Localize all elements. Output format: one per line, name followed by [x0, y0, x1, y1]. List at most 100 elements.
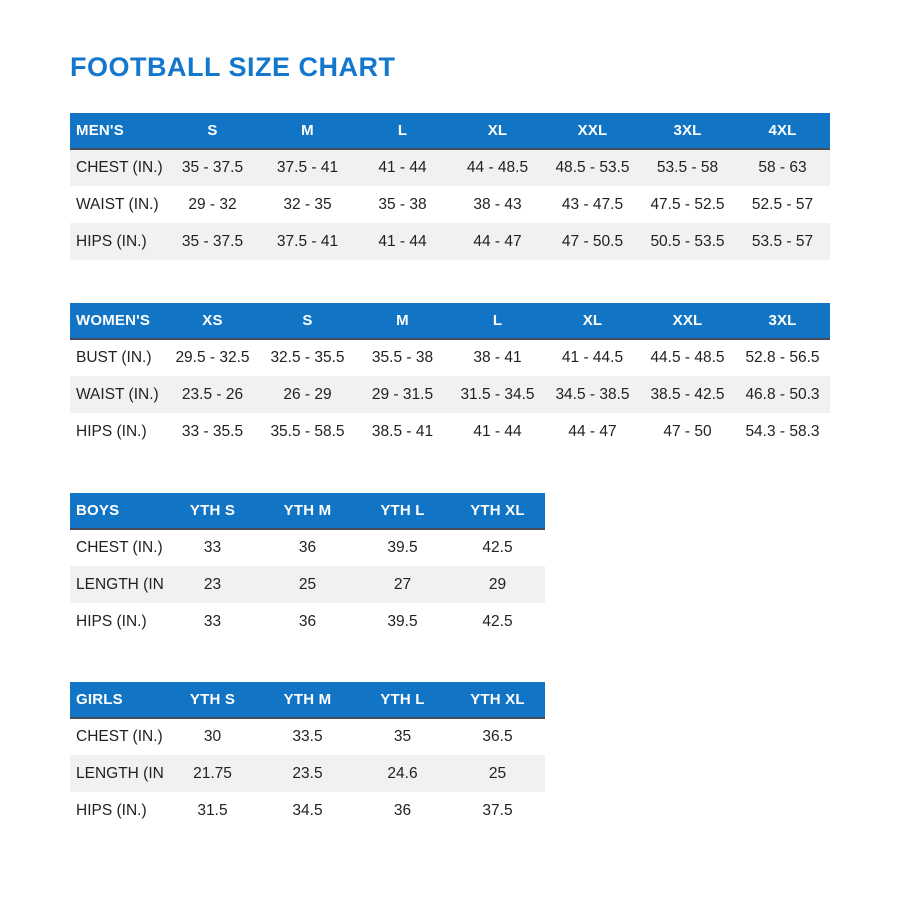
cell-value: 29 - 31.5 — [371, 385, 434, 403]
cell-value: 38 - 41 — [473, 349, 522, 366]
cell-value: 43 - 47.5 — [561, 195, 624, 213]
column-header: YTH S — [189, 502, 236, 519]
size-table-section-boys: BOYS YTH S YTH M YTH L YTH XL CHEST (IN.) 33 36… — [70, 493, 545, 640]
column-header: 4XL — [768, 122, 797, 139]
cell-value: 33 — [203, 539, 222, 556]
header-row: MEN'S S M L XL XXL 3XL 4XL — [70, 113, 830, 149]
cell-value: 35 — [393, 728, 412, 745]
table-row: HIPS (IN.) 33 36 39.5 42.5 — [70, 603, 545, 640]
row-label: HIPS (IN.) — [76, 422, 147, 440]
row-label: HIPS (IN.) — [76, 232, 147, 250]
cell-value: 52.8 - 56.5 — [745, 349, 820, 366]
row-label: CHEST (IN.) — [76, 539, 163, 556]
cell-value: 29 — [488, 575, 507, 593]
cell-value: 53.5 - 57 — [751, 232, 814, 250]
table-row: WAIST (IN.) 23.5 - 26 26 - 29 29 - 31.5 31.5… — [70, 376, 830, 413]
header-row: WOMEN'S XS S M L XL XXL 3XL — [70, 303, 830, 339]
cell-value: 48.5 - 53.5 — [555, 159, 630, 176]
row-label: LENGTH (IN.) — [76, 575, 165, 593]
cell-value: 23 — [203, 575, 222, 593]
column-header: YTH M — [283, 502, 332, 519]
table-row: WAIST (IN.) 29 - 32 32 - 35 35 - 38 38 - 43 4… — [70, 186, 830, 223]
table-row: BUST (IN.) 29.5 - 32.5 32.5 - 35.5 35.5 - 3… — [70, 339, 830, 376]
cell-value: 33 - 35.5 — [181, 422, 244, 440]
cell-value: 33 — [203, 612, 222, 630]
column-header: XL — [582, 312, 603, 329]
cell-value: 41 - 44 — [378, 159, 427, 176]
size-table-section-girls: GIRLS YTH S YTH M YTH L YTH XL CHEST (IN.) 30 3… — [70, 682, 545, 829]
cell-value: 36 — [393, 801, 412, 819]
column-header: XXL — [577, 122, 608, 139]
column-header: YTH XL — [470, 691, 525, 708]
cell-value: 33.5 — [292, 728, 323, 745]
cell-value: 32 - 35 — [283, 195, 332, 213]
cell-value: 30 — [203, 728, 222, 745]
column-header: YTH L — [380, 502, 425, 519]
cell-value: 35.5 - 58.5 — [270, 422, 345, 440]
cell-value: 58 - 63 — [758, 159, 807, 176]
cell-value: 34.5 - 38.5 — [555, 385, 630, 403]
column-header: L — [397, 122, 408, 139]
column-header: M — [301, 122, 314, 139]
cell-value: 26 - 29 — [283, 385, 332, 403]
cell-value: 47 - 50 — [663, 422, 712, 440]
row-label: CHEST (IN.) — [76, 159, 163, 176]
table-row: LENGTH (IN.) 23 25 27 29 — [70, 566, 545, 603]
cell-value: 50.5 - 53.5 — [650, 232, 725, 250]
table-row: HIPS (IN.) 33 - 35.5 35.5 - 58.5 38.5 - 41 4… — [70, 413, 830, 450]
cell-value: 37.5 — [482, 801, 513, 819]
cell-value: 39.5 — [387, 539, 418, 556]
column-header: XL — [487, 122, 508, 139]
cell-value: 44 - 48.5 — [466, 159, 529, 176]
column-header: L — [492, 312, 503, 329]
cell-value: 35.5 - 38 — [371, 349, 434, 366]
cell-value: 24.6 — [387, 764, 418, 782]
size-table-section-womens: WOMEN'S XS S M L XL XXL 3XL BUST (IN.) 29.5 - 32.… — [70, 303, 830, 450]
cell-value: 52.5 - 57 — [751, 195, 814, 213]
cell-value: 38 - 43 — [473, 195, 522, 213]
table-row: HIPS (IN.) 35 - 37.5 37.5 - 41 41 - 44 44 - … — [70, 223, 830, 260]
cell-value: 44 - 47 — [473, 232, 522, 250]
cell-value: 39.5 — [387, 612, 418, 630]
cell-value: 35 - 38 — [378, 195, 427, 213]
row-label: HIPS (IN.) — [76, 801, 147, 819]
column-header: 3XL — [768, 312, 797, 329]
table-row: CHEST (IN.) 30 33.5 35 36.5 — [70, 718, 545, 755]
cell-value: 25 — [488, 764, 507, 782]
row-label: WAIST (IN.) — [76, 385, 159, 403]
page-title: FOOTBALL SIZE CHART — [70, 52, 396, 82]
cell-value: 31.5 - 34.5 — [460, 385, 535, 403]
size-table-womens: WOMEN'S XS S M L XL XXL 3XL BUST (IN.) 29.5 - 32.… — [70, 303, 830, 450]
cell-value: 44.5 - 48.5 — [650, 349, 725, 366]
cell-value: 36 — [298, 539, 317, 556]
column-header: S — [302, 312, 313, 329]
cell-value: 35 - 37.5 — [181, 159, 244, 176]
column-header: YTH M — [283, 691, 332, 708]
column-header: YTH S — [189, 691, 236, 708]
header-row: BOYS YTH S YTH M YTH L YTH XL — [70, 493, 545, 529]
cell-value: 36.5 — [482, 728, 513, 745]
row-label: LENGTH (IN.) — [76, 764, 165, 782]
cell-value: 37.5 - 41 — [276, 232, 339, 250]
size-table-girls: GIRLS YTH S YTH M YTH L YTH XL CHEST (IN.) 30 3… — [70, 682, 545, 829]
table-group-label: WOMEN'S — [76, 312, 151, 329]
cell-value: 54.3 - 58.3 — [745, 422, 820, 440]
cell-value: 44 - 47 — [568, 422, 617, 440]
header-row: GIRLS YTH S YTH M YTH L YTH XL — [70, 682, 545, 718]
cell-value: 29 - 32 — [188, 195, 237, 213]
column-header: YTH L — [380, 691, 425, 708]
column-header: S — [207, 122, 218, 139]
cell-value: 38.5 - 41 — [371, 422, 434, 440]
table-group-label: GIRLS — [76, 691, 123, 708]
cell-value: 35 - 37.5 — [181, 232, 244, 250]
table-group-label: BOYS — [76, 502, 120, 519]
table-row: LENGTH (IN.) 21.75 23.5 24.6 25 — [70, 755, 545, 792]
table-row: CHEST (IN.) 33 36 39.5 42.5 — [70, 529, 545, 566]
size-table-section-mens: MEN'S S M L XL XXL 3XL 4XL CHEST (IN.) 35 - 37.5 3… — [70, 113, 830, 260]
cell-value: 32.5 - 35.5 — [270, 349, 345, 366]
cell-value: 23.5 — [292, 764, 323, 782]
column-header: XXL — [672, 312, 703, 329]
table-group-label: MEN'S — [76, 122, 124, 139]
cell-value: 31.5 — [197, 801, 228, 819]
cell-value: 47.5 - 52.5 — [650, 195, 725, 213]
